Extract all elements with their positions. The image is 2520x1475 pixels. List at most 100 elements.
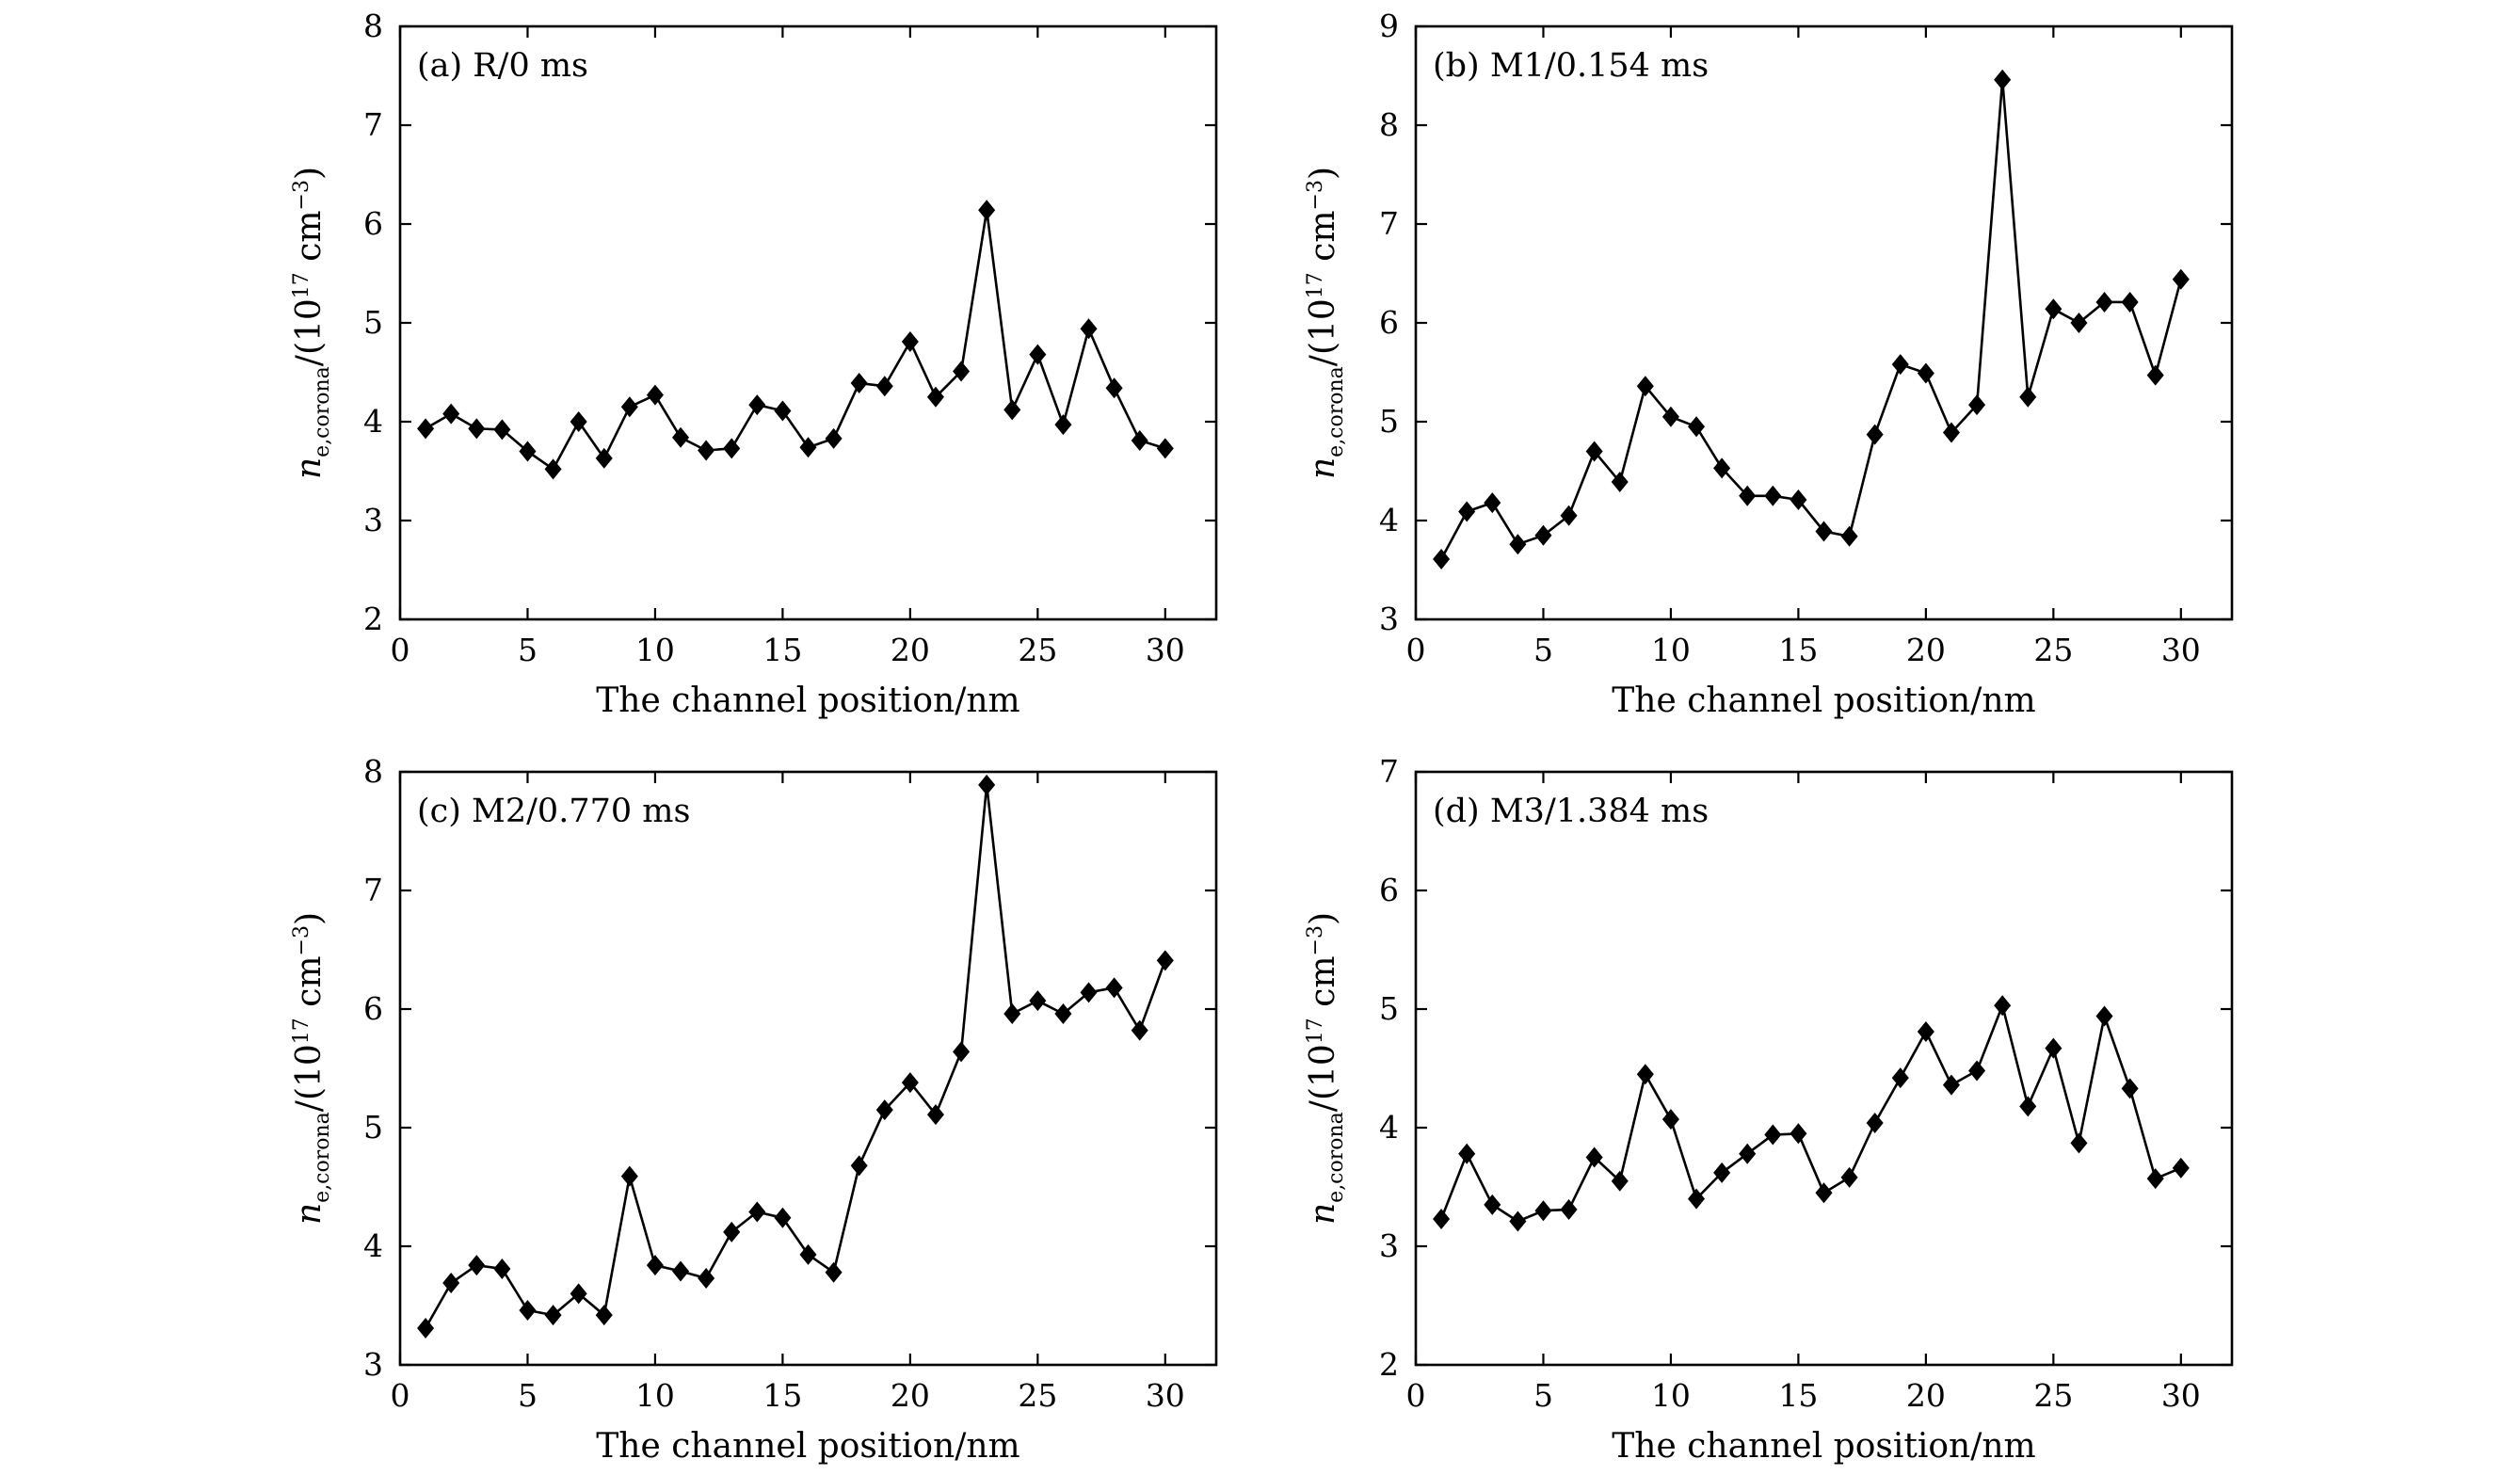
y-tick-label: 3 [363,502,383,538]
data-point [570,411,587,432]
data-point [2045,298,2063,320]
data-point [2095,1005,2113,1027]
data-point [1585,1146,1603,1168]
data-point [1942,1074,1960,1096]
data-point [519,441,537,462]
x-tick-label: 5 [518,632,538,668]
data-point [1433,548,1451,569]
data-point [2146,364,2164,386]
data-point [1790,489,1807,510]
y-tick-label: 7 [363,872,383,908]
x-tick-label: 25 [1018,632,1057,668]
y-tick-label: 5 [363,304,383,341]
plot-frame [1414,770,2234,1367]
data-point [1866,424,1884,445]
data-point [1917,1020,1934,1042]
y-label-var: n [1304,1203,1342,1225]
y-tick-label: 4 [1379,1109,1399,1146]
data-point [875,1099,893,1121]
y-tick-label: 5 [363,1109,383,1146]
data-point [468,418,486,440]
data-point [1054,1003,1072,1025]
y-label-sub: e,corona [1324,366,1348,457]
data-point [1611,472,1629,493]
data-point [646,1255,664,1276]
data-point [1661,406,1679,427]
data-point [774,400,792,422]
y-label-sup1: 17 [290,1018,313,1044]
data-point [1661,1109,1679,1130]
x-tick-label: 15 [762,632,802,668]
data-point [1968,1060,1986,1082]
data-point [2070,1132,2088,1154]
data-point [1560,505,1578,526]
y-label-sup2: −3 [290,925,313,955]
y-label-sup2: −3 [1304,925,1327,955]
x-tick-label: 0 [391,1377,410,1414]
data-point [2019,386,2037,408]
data-point [850,1155,868,1177]
data-point [953,1041,971,1063]
y-label-sub: e,corona [311,366,334,457]
data-point [1891,1067,1909,1089]
data-point [1713,457,1731,479]
y-label-sup2: −3 [1304,180,1327,210]
data-point [698,440,715,461]
data-point [620,1165,638,1187]
data-point [2045,1037,2063,1059]
y-tick-label: 6 [363,990,383,1027]
data-point [2019,1096,2037,1117]
chart-panel-1: 0 5 10 15 20 25 30 2 3 4 5 6 7 8 The channel position/… [290,8,1218,720]
y-tick-label: 8 [1379,106,1399,143]
y-label-unit: cm [1304,955,1342,1018]
y-label-close: ) [290,912,329,925]
data-point [978,774,996,795]
data-point [1713,1162,1731,1183]
y-tick-label: 6 [363,205,383,242]
x-tick-label: 10 [635,632,675,668]
data-point [1156,438,1174,459]
data-point [1003,1003,1021,1025]
y-label-mid: /(10 [290,1044,329,1112]
data-point [926,386,944,408]
data-point [1080,318,1098,340]
data-point [1764,1124,1782,1146]
x-tick-label: 10 [1651,1377,1691,1414]
data-point [1131,1019,1148,1041]
chart-panel-3: 0 5 10 15 20 25 30 3 4 5 6 7 8 The channel position/n… [290,753,1218,1466]
data-point [1080,982,1098,1003]
data-point [2172,268,2190,290]
data-point [1484,1194,1501,1215]
y-tick-label: 4 [363,403,383,440]
data-point [850,373,868,394]
y-label-sub: e,corona [311,1112,334,1203]
data-point [978,200,996,221]
y-tick-label: 5 [1379,403,1399,440]
y-tick-label: 4 [363,1227,383,1264]
data-point [2121,291,2139,313]
data-point [595,1305,613,1326]
y-tick-label: 2 [363,601,383,637]
y-label-var: n [290,457,329,479]
y-label-unit: cm [1304,210,1342,272]
data-point [1739,1143,1757,1164]
y-label-sup1: 17 [290,272,313,298]
plot-frame [398,770,1218,1367]
data-point [1509,1210,1527,1232]
x-tick-label: 10 [635,1377,675,1414]
series-line [1439,78,2183,560]
data-point [875,376,893,397]
data-point [799,437,817,458]
chart-panel-2: 0 5 10 15 20 25 30 3 4 5 6 7 8 9 The channel position/… [1304,8,2234,720]
x-tick-label: 30 [1146,1377,1185,1414]
y-tick-label: 5 [1379,990,1399,1027]
y-label-mid: /(10 [1304,1044,1342,1112]
data-point [799,1243,817,1265]
data-point [2172,1157,2190,1178]
data-point [748,1201,766,1223]
y-label-unit: cm [290,955,329,1018]
x-tick-label: 5 [1533,1377,1553,1414]
y-axis-label: ne,corona/(1017 cm−3) [290,912,334,1225]
data-point [1636,1064,1654,1085]
y-axis-label: ne,corona/(1017 cm−3) [290,167,334,479]
